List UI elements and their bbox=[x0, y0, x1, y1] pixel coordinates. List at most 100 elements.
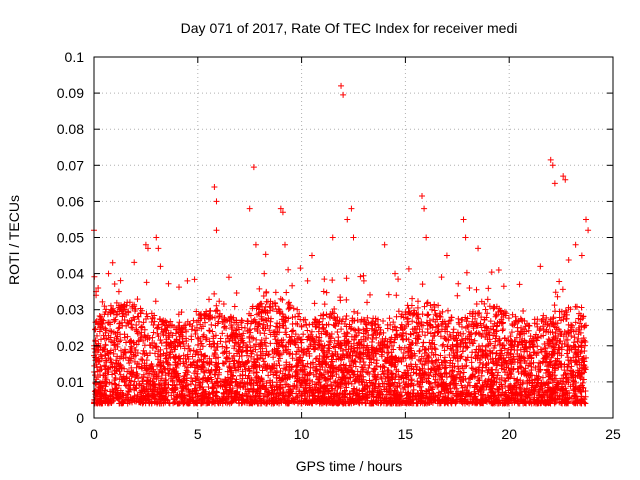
data-point bbox=[276, 362, 283, 369]
data-point bbox=[413, 329, 420, 336]
data-point bbox=[571, 334, 578, 341]
data-point bbox=[400, 349, 407, 356]
data-point bbox=[272, 289, 279, 296]
data-point bbox=[514, 376, 521, 383]
data-point bbox=[121, 349, 128, 356]
data-points bbox=[91, 82, 592, 407]
data-point bbox=[126, 299, 133, 306]
data-point bbox=[343, 275, 350, 282]
data-point bbox=[231, 342, 238, 349]
data-point bbox=[342, 316, 349, 323]
data-point bbox=[558, 317, 565, 324]
data-point bbox=[256, 285, 263, 292]
data-point bbox=[107, 302, 114, 309]
data-point bbox=[492, 313, 499, 320]
data-point bbox=[578, 348, 585, 355]
data-point bbox=[441, 334, 448, 341]
data-point bbox=[342, 381, 349, 388]
data-point bbox=[369, 336, 376, 343]
data-point bbox=[224, 368, 231, 375]
data-point bbox=[367, 291, 374, 298]
data-point bbox=[422, 332, 429, 339]
data-point bbox=[445, 320, 452, 327]
data-point bbox=[253, 351, 260, 358]
data-point bbox=[419, 281, 426, 288]
data-point bbox=[321, 301, 328, 308]
data-point bbox=[486, 303, 493, 310]
data-point bbox=[216, 298, 223, 305]
data-point bbox=[351, 308, 358, 315]
data-point bbox=[181, 345, 188, 352]
data-point bbox=[437, 370, 444, 377]
data-point bbox=[343, 312, 350, 319]
data-point bbox=[357, 273, 364, 280]
data-point bbox=[247, 344, 254, 351]
data-point bbox=[273, 323, 280, 330]
data-point bbox=[247, 353, 254, 360]
data-point bbox=[563, 350, 570, 357]
data-point bbox=[431, 301, 438, 308]
data-point bbox=[394, 383, 401, 390]
data-point bbox=[323, 329, 330, 336]
data-point bbox=[468, 364, 475, 371]
data-point bbox=[292, 331, 299, 338]
data-point bbox=[219, 330, 226, 337]
data-point bbox=[263, 348, 270, 355]
data-point bbox=[316, 334, 323, 341]
data-point bbox=[243, 347, 250, 354]
data-point bbox=[250, 380, 257, 387]
data-point bbox=[455, 280, 462, 287]
data-point bbox=[550, 321, 557, 328]
data-point bbox=[542, 344, 549, 351]
data-point bbox=[272, 336, 279, 343]
data-point bbox=[154, 363, 161, 370]
data-point bbox=[221, 348, 228, 355]
data-point bbox=[540, 323, 547, 330]
data-point bbox=[246, 339, 253, 346]
data-point bbox=[317, 366, 324, 373]
data-point bbox=[243, 352, 250, 359]
data-point bbox=[118, 347, 125, 354]
data-point bbox=[231, 303, 238, 310]
data-point bbox=[190, 317, 197, 324]
data-point bbox=[112, 316, 119, 323]
data-point bbox=[409, 318, 416, 325]
data-point bbox=[292, 351, 299, 358]
data-point bbox=[532, 364, 539, 371]
data-point bbox=[101, 387, 108, 394]
data-point bbox=[339, 347, 346, 354]
data-point bbox=[233, 379, 240, 386]
data-point bbox=[348, 368, 355, 375]
data-point bbox=[428, 306, 435, 313]
data-point bbox=[277, 381, 284, 388]
data-point bbox=[147, 365, 154, 372]
data-point bbox=[177, 343, 184, 350]
data-point bbox=[290, 327, 297, 334]
data-point bbox=[460, 369, 467, 376]
data-point bbox=[377, 374, 384, 381]
data-point bbox=[131, 301, 138, 308]
data-point bbox=[285, 266, 292, 273]
data-point bbox=[571, 339, 578, 346]
data-point bbox=[134, 313, 141, 320]
data-point bbox=[129, 324, 136, 331]
data-point bbox=[193, 308, 200, 315]
data-point bbox=[321, 276, 328, 283]
data-point bbox=[384, 325, 391, 332]
data-point bbox=[239, 368, 246, 375]
data-point bbox=[189, 378, 196, 385]
data-point bbox=[419, 328, 426, 335]
chart-title: Day 071 of 2017, Rate Of TEC Index for r… bbox=[181, 20, 518, 36]
data-point bbox=[498, 347, 505, 354]
data-point bbox=[212, 308, 219, 315]
data-point bbox=[206, 296, 213, 303]
data-point bbox=[437, 314, 444, 321]
data-point bbox=[143, 279, 150, 286]
data-point bbox=[450, 346, 457, 353]
data-point bbox=[162, 366, 169, 373]
data-point bbox=[424, 299, 431, 306]
data-point bbox=[364, 314, 371, 321]
data-point bbox=[478, 314, 485, 321]
data-point bbox=[451, 335, 458, 342]
